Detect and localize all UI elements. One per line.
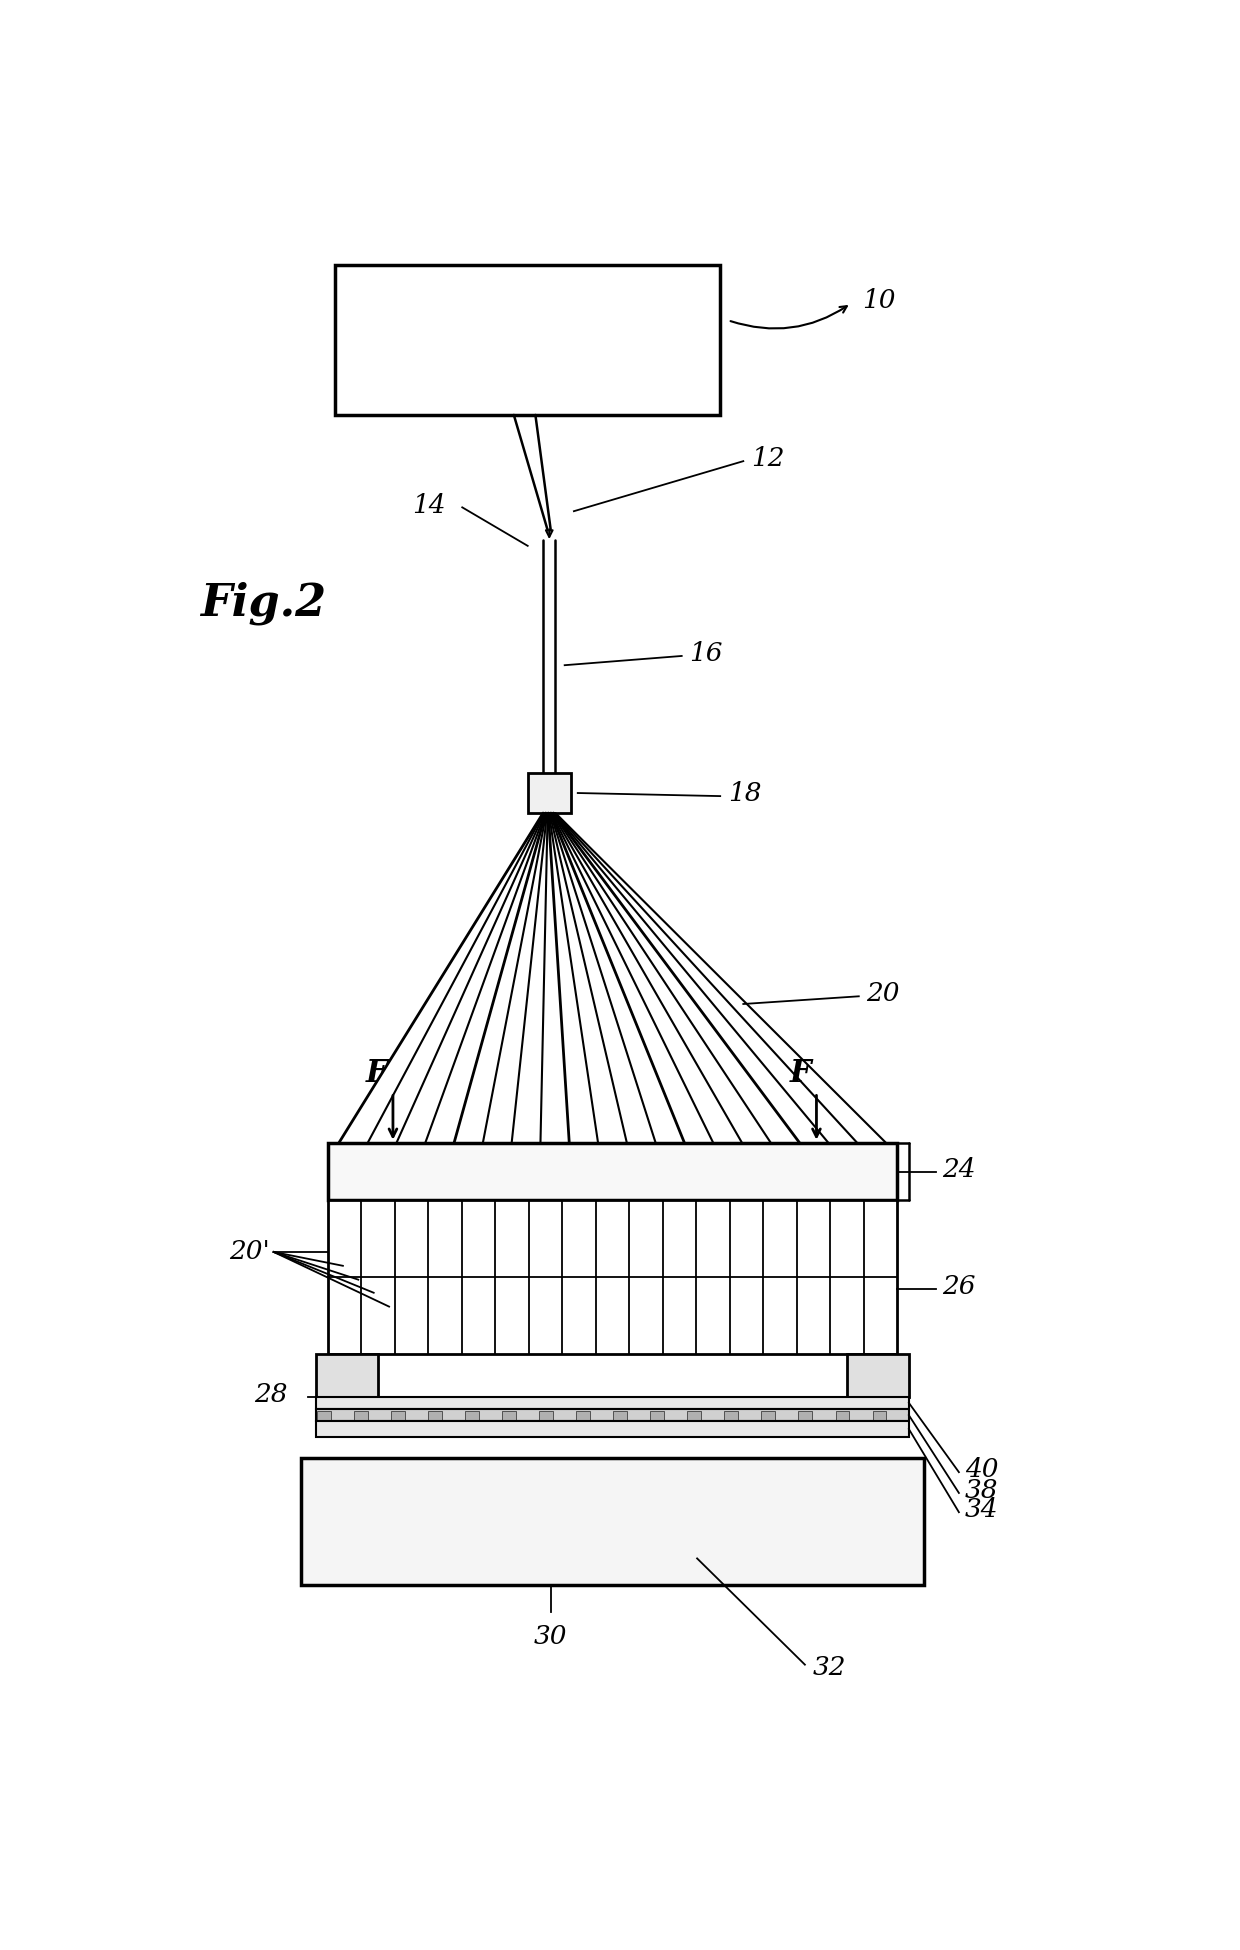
Text: 10: 10 [863,289,897,314]
Bar [428,1410,441,1420]
Bar [847,1355,909,1396]
Text: 30: 30 [534,1624,568,1650]
Text: 34: 34 [965,1498,998,1523]
Bar [316,1410,331,1420]
Text: 38: 38 [965,1478,998,1503]
Bar [577,1410,590,1420]
Text: 14: 14 [412,493,445,517]
Text: 20': 20' [229,1240,270,1264]
Bar [316,1410,909,1422]
Bar [300,1459,924,1585]
Bar [353,1410,368,1420]
Bar [335,265,720,415]
Text: 16: 16 [689,642,723,667]
Text: 40: 40 [965,1457,998,1482]
Text: 26: 26 [942,1273,976,1299]
Text: F: F [366,1057,388,1088]
Text: 18: 18 [728,782,761,805]
Bar [613,1410,627,1420]
Bar [316,1396,909,1410]
Text: 20: 20 [867,981,900,1006]
Text: 28: 28 [254,1383,288,1406]
Bar [799,1410,812,1420]
Bar [327,1143,898,1201]
Text: 12: 12 [751,447,785,472]
Bar [391,1410,404,1420]
Bar [465,1410,479,1420]
Text: 24: 24 [942,1156,976,1182]
Bar [502,1410,516,1420]
Bar [316,1355,377,1396]
Bar [873,1410,887,1420]
Bar [327,1201,898,1355]
Text: F: F [790,1057,811,1088]
Bar [528,772,570,813]
Text: Fig.2: Fig.2 [201,581,326,626]
Bar [836,1410,849,1420]
Bar [761,1410,775,1420]
Bar [539,1410,553,1420]
Bar [650,1410,665,1420]
Bar [316,1422,909,1437]
Bar [687,1410,701,1420]
Text: 32: 32 [812,1656,846,1681]
Bar [724,1410,738,1420]
